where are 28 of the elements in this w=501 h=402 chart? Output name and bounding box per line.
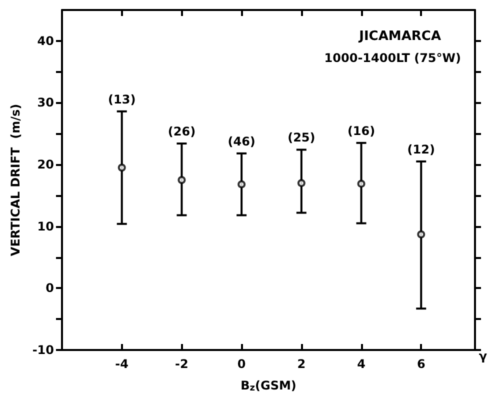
- point: [357, 180, 366, 188]
- point: [297, 179, 306, 188]
- annotation: (26): [168, 124, 196, 139]
- x-tick-label: 6: [416, 357, 426, 371]
- annotation: (16): [347, 124, 376, 138]
- y-tick-label: 20: [37, 158, 54, 172]
- y-tick-label: 30: [37, 96, 54, 110]
- point: [178, 176, 186, 184]
- y-tick-label: 40: [37, 34, 54, 48]
- text: γ: [478, 349, 488, 363]
- point: [417, 230, 426, 238]
- point: [118, 164, 126, 172]
- annotation: (12): [407, 142, 435, 156]
- annotation: (46): [228, 134, 256, 148]
- point: [238, 180, 246, 188]
- y-tick-label: 10: [37, 219, 54, 234]
- annotation: (13): [108, 92, 136, 106]
- x-tick-label: 0: [237, 357, 246, 371]
- x-tick-label: -4: [115, 357, 129, 371]
- y-tick-label: -10: [32, 343, 54, 357]
- text: JICAMARCA: [358, 29, 442, 44]
- text: 1000-1400LT (75°W): [324, 51, 462, 65]
- x-tick-label: -2: [175, 357, 188, 371]
- x-tick-label: 4: [357, 357, 366, 371]
- annotation: (25): [288, 130, 316, 145]
- y-tick-label: 0: [46, 281, 54, 296]
- x-tick-label: 2: [297, 357, 306, 371]
- y-axis-title: VERTICAL DRIFT (m/s): [8, 104, 22, 256]
